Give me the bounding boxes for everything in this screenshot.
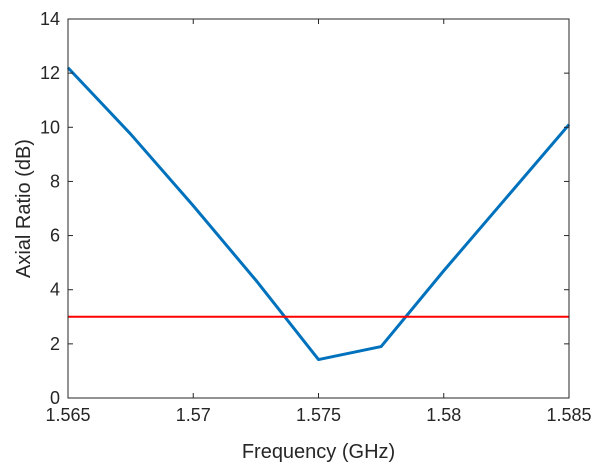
x-tick-label: 1.58: [426, 405, 461, 425]
y-axis-label: Axial Ratio (dB): [13, 139, 35, 278]
plot-lines: [66, 66, 571, 362]
y-tick-label: 4: [50, 280, 60, 300]
axis-ticks: [67, 18, 570, 399]
x-axis-label: Frequency (GHz): [242, 441, 395, 463]
y-tick-label: 8: [50, 171, 60, 191]
y-tick-label: 10: [40, 117, 60, 137]
y-tick-label: 12: [40, 63, 60, 83]
x-tick-label: 1.575: [296, 405, 341, 425]
y-tick-label: 6: [50, 226, 60, 246]
x-tick-label: 1.565: [45, 405, 90, 425]
y-tick-label: 2: [50, 334, 60, 354]
y-tick-label: 0: [50, 388, 60, 408]
x-tick-label: 1.57: [176, 405, 211, 425]
tick-labels: 1.565 1.57 1.575 1.58 1.585 0 2 4 6 8 10 12 14: [40, 9, 592, 425]
y-tick-label: 14: [40, 9, 60, 29]
series-line-1: [66, 66, 571, 362]
x-tick-label: 1.585: [546, 405, 591, 425]
